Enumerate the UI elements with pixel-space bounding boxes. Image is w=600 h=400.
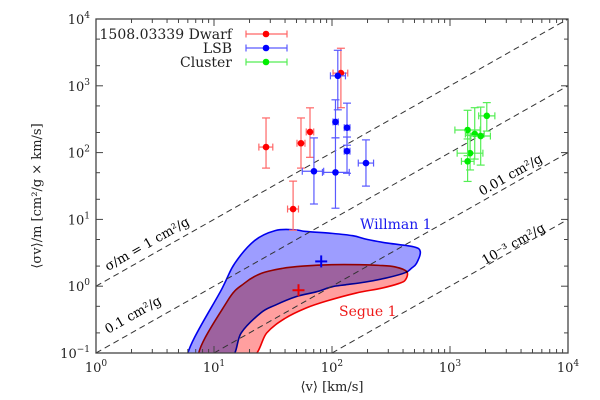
region-segue-1	[198, 263, 409, 353]
legend-marker-dwarf	[245, 30, 288, 38]
ref-line-label-0.1: 0.1 cm²/g	[103, 294, 165, 338]
legend-dot	[262, 58, 270, 66]
marker	[477, 132, 484, 140]
reference-lines	[96, 19, 568, 353]
x-tick-label: 104	[557, 359, 580, 376]
x-tick-label: 102	[321, 359, 343, 376]
ref-line-label-0.001: 10⁻³ cm²/g	[480, 221, 549, 269]
point-dwarf-3	[286, 180, 300, 231]
point-dwarf-2	[305, 107, 315, 158]
x-tick-label: 100	[85, 359, 108, 376]
point-lsb-0	[329, 49, 347, 111]
point-dwarf-0	[258, 117, 274, 169]
legend-label-dwarf: 1508.03339 Dwarf	[100, 27, 234, 43]
region-label-willman: Willman 1	[360, 217, 432, 233]
legend-label-lsb: LSB	[203, 41, 232, 57]
ref-line-label-1: σ/m = 1 cm²/g	[103, 215, 193, 275]
legend-dot	[262, 44, 270, 52]
point-lsb-5	[321, 137, 350, 209]
marker	[466, 149, 474, 157]
marker	[332, 118, 339, 126]
marker	[464, 158, 471, 165]
legend-dot	[262, 30, 270, 38]
marker	[297, 139, 305, 147]
marker	[343, 124, 351, 131]
x-tick-label: 103	[439, 359, 462, 376]
point-lsb-1	[331, 99, 340, 139]
y-axis-title: ⟨σv⟩/m [cm²/g × km/s]	[30, 123, 45, 268]
best-fit-marker-willman-1	[315, 255, 328, 268]
best-fit-marker-segue-1	[292, 284, 305, 297]
ref-line-sigma-m-1	[96, 19, 568, 287]
marker	[334, 72, 342, 80]
y-tick-label: 103	[68, 78, 91, 95]
y-tick-label: 10−1	[60, 345, 90, 362]
point-lsb-6	[357, 139, 375, 187]
y-tick-label: 101	[68, 211, 90, 228]
region-label-segue: Segue 1	[339, 304, 397, 320]
marker	[483, 112, 491, 120]
contour-regions	[187, 228, 422, 353]
legend: 1508.03339 Dwarf LSB Cluster	[100, 27, 288, 71]
marker	[310, 167, 318, 175]
ref-line-sigma-m-0.001	[331, 218, 568, 353]
point-dwarf-1	[296, 117, 306, 169]
point-cluster-3	[470, 106, 492, 166]
ref-line-sigma-m-0.01	[213, 152, 568, 353]
point-lsb-3	[342, 136, 351, 174]
point-lsb-4	[301, 137, 325, 205]
point-cluster-0	[478, 102, 496, 132]
y-tick-label: 102	[68, 145, 90, 162]
marker	[332, 169, 339, 176]
legend-marker-cluster	[245, 58, 288, 66]
point-cluster-4	[456, 134, 484, 171]
x-axis-title: ⟨v⟩ [km/s]	[300, 380, 363, 395]
y-tick-label: 104	[68, 11, 91, 28]
point-cluster-5	[460, 138, 475, 183]
x-tick-label: 101	[203, 359, 225, 376]
marker	[289, 205, 297, 213]
ref-line-label-0.01: 0.01 cm²/g	[477, 152, 546, 200]
axis-ticks	[95, 19, 568, 354]
ref-line-sigma-m-0.1	[96, 85, 568, 353]
y-tick-label: 100	[68, 278, 91, 295]
marker	[306, 128, 314, 136]
marker	[343, 147, 351, 155]
legend-marker-lsb	[245, 44, 288, 52]
marker	[362, 159, 370, 167]
marker	[262, 143, 270, 151]
data-points	[258, 47, 496, 231]
legend-label-cluster: Cluster	[180, 55, 232, 71]
